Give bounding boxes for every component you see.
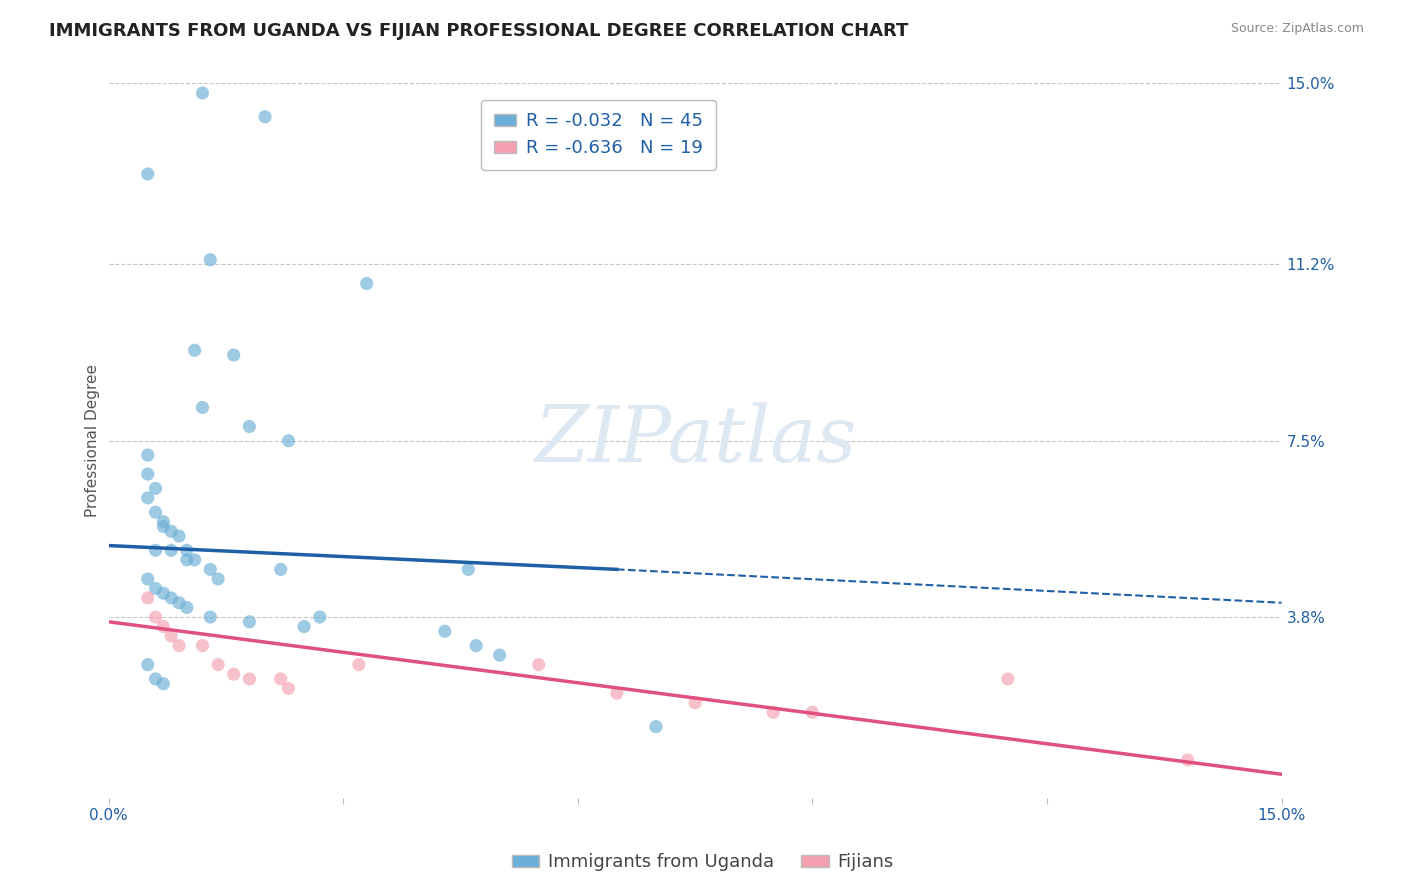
Point — [277, 681, 299, 696]
Point — [136, 657, 159, 672]
Point — [160, 591, 183, 605]
Point — [222, 667, 245, 681]
Point — [683, 696, 706, 710]
Point — [347, 657, 370, 672]
Point — [176, 553, 198, 567]
Point — [645, 720, 668, 734]
Legend: R = -0.032   N = 45, R = -0.636   N = 19: R = -0.032 N = 45, R = -0.636 N = 19 — [481, 100, 716, 169]
Point — [433, 624, 456, 639]
Point — [207, 657, 229, 672]
Point — [762, 706, 785, 720]
Point — [191, 639, 214, 653]
Point — [270, 562, 292, 576]
Point — [167, 596, 190, 610]
Point — [606, 686, 628, 700]
Point — [167, 639, 190, 653]
Point — [222, 348, 245, 362]
Point — [997, 672, 1019, 686]
Text: IMMIGRANTS FROM UGANDA VS FIJIAN PROFESSIONAL DEGREE CORRELATION CHART: IMMIGRANTS FROM UGANDA VS FIJIAN PROFESS… — [49, 22, 908, 40]
Point — [183, 343, 205, 358]
Point — [145, 672, 167, 686]
Point — [136, 448, 159, 462]
Point — [136, 591, 159, 605]
Text: Source: ZipAtlas.com: Source: ZipAtlas.com — [1230, 22, 1364, 36]
Point — [200, 610, 222, 624]
Point — [270, 672, 292, 686]
Point — [200, 562, 222, 576]
Point — [277, 434, 299, 448]
Text: ZIPatlas: ZIPatlas — [534, 402, 856, 479]
Point — [238, 672, 260, 686]
Point — [160, 543, 183, 558]
Point — [145, 505, 167, 519]
Point — [160, 629, 183, 643]
Point — [136, 467, 159, 482]
Point — [152, 515, 174, 529]
Point — [457, 562, 479, 576]
Point — [136, 167, 159, 181]
Point — [136, 572, 159, 586]
Point — [191, 401, 214, 415]
Point — [145, 610, 167, 624]
Point — [356, 277, 378, 291]
Point — [200, 252, 222, 267]
Point — [145, 543, 167, 558]
Point — [152, 677, 174, 691]
Legend: Immigrants from Uganda, Fijians: Immigrants from Uganda, Fijians — [505, 847, 901, 879]
Point — [160, 524, 183, 539]
Point — [152, 519, 174, 533]
Point — [238, 615, 260, 629]
Point — [1177, 753, 1199, 767]
Point — [488, 648, 510, 662]
Point — [191, 86, 214, 100]
Point — [152, 619, 174, 633]
Point — [292, 619, 315, 633]
Point — [136, 491, 159, 505]
Point — [238, 419, 260, 434]
Point — [176, 543, 198, 558]
Point — [527, 657, 550, 672]
Point — [465, 639, 488, 653]
Point — [145, 482, 167, 496]
Point — [152, 586, 174, 600]
Point — [253, 110, 276, 124]
Point — [207, 572, 229, 586]
Point — [801, 706, 824, 720]
Point — [176, 600, 198, 615]
Point — [183, 553, 205, 567]
Point — [308, 610, 330, 624]
Point — [167, 529, 190, 543]
Point — [145, 582, 167, 596]
Y-axis label: Professional Degree: Professional Degree — [86, 364, 100, 517]
